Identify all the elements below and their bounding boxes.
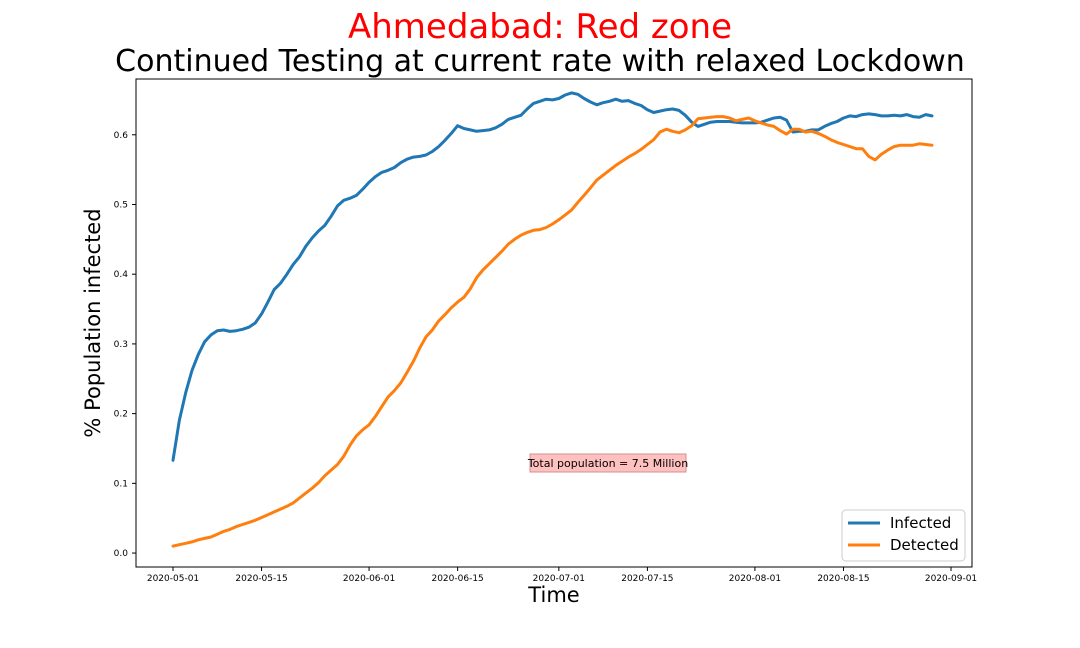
y-tick-label: 0.6 bbox=[114, 131, 129, 141]
plot-frame bbox=[135, 78, 973, 568]
chart-subtitle: Continued Testing at current rate with r… bbox=[115, 44, 965, 79]
x-tick-label: 2020-05-01 bbox=[147, 574, 199, 584]
x-tick-label: 2020-08-15 bbox=[817, 574, 869, 584]
y-tick-label: 0.0 bbox=[114, 549, 129, 559]
x-tick-label: 2020-08-01 bbox=[729, 574, 781, 584]
y-tick-label: 0.2 bbox=[114, 410, 128, 420]
x-axis: 2020-05-01 2020-05-15 2020-06-01 2020-06-15… bbox=[147, 567, 977, 584]
chart-title: Ahmedabad: Red zone bbox=[347, 7, 733, 47]
series-line-detected bbox=[171, 115, 934, 548]
x-tick-label: 2020-09-01 bbox=[925, 574, 977, 584]
y-axis-label: % Population infected bbox=[81, 208, 105, 437]
series-line-infected bbox=[171, 91, 934, 462]
legend: Infected Detected bbox=[841, 509, 966, 562]
x-axis-label: Time bbox=[527, 583, 579, 607]
legend-label-detected: Detected bbox=[890, 536, 959, 554]
y-tick-label: 0.5 bbox=[114, 200, 128, 210]
annotation-box: Total population = 7.5 Million bbox=[527, 453, 688, 473]
x-tick-label: 2020-05-15 bbox=[235, 574, 287, 584]
annotation-background bbox=[529, 453, 687, 473]
x-tick-label: 2020-07-01 bbox=[533, 574, 585, 584]
y-tick-label: 0.3 bbox=[114, 340, 128, 350]
y-axis: 0.0 0.1 0.2 0.3 0.4 0.5 0.6 bbox=[114, 131, 136, 559]
annotation-text: Total population = 7.5 Million bbox=[527, 457, 688, 470]
legend-label-infected: Infected bbox=[890, 514, 951, 532]
x-tick-label: 2020-06-01 bbox=[343, 574, 395, 584]
x-tick-label: 2020-07-15 bbox=[621, 574, 673, 584]
y-tick-label: 0.1 bbox=[114, 479, 128, 489]
y-tick-label: 0.4 bbox=[114, 270, 129, 280]
plot-lines bbox=[171, 91, 934, 548]
x-tick-label: 2020-06-15 bbox=[431, 574, 483, 584]
